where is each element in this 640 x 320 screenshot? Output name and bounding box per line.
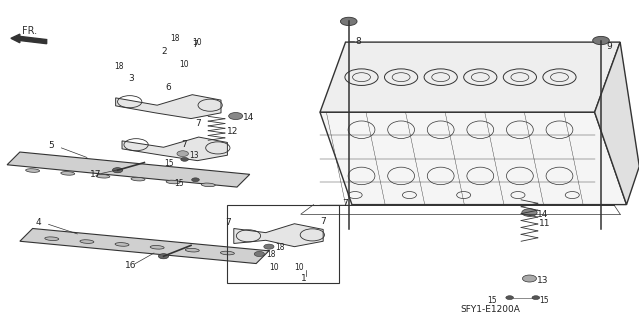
Text: 1: 1 xyxy=(301,274,307,283)
Ellipse shape xyxy=(201,183,215,187)
Text: 18: 18 xyxy=(170,35,179,44)
Ellipse shape xyxy=(115,243,129,246)
Text: 16: 16 xyxy=(125,261,137,270)
Text: 8: 8 xyxy=(355,37,361,46)
Text: 13: 13 xyxy=(537,276,548,285)
Text: 18: 18 xyxy=(115,62,124,71)
Text: 9: 9 xyxy=(606,42,612,52)
Text: 7: 7 xyxy=(195,119,201,128)
Text: 15: 15 xyxy=(487,296,497,305)
Text: 2: 2 xyxy=(161,47,166,56)
Polygon shape xyxy=(122,137,227,161)
Circle shape xyxy=(522,275,536,282)
Text: 17: 17 xyxy=(90,170,102,179)
Ellipse shape xyxy=(131,177,145,181)
Polygon shape xyxy=(20,36,47,44)
Text: 7: 7 xyxy=(320,217,326,226)
Polygon shape xyxy=(320,42,620,112)
Circle shape xyxy=(177,151,188,156)
Circle shape xyxy=(191,178,199,182)
Text: 15: 15 xyxy=(174,180,184,188)
Ellipse shape xyxy=(45,237,59,241)
Polygon shape xyxy=(7,152,250,187)
Ellipse shape xyxy=(80,240,94,244)
Ellipse shape xyxy=(186,248,199,252)
Text: 10: 10 xyxy=(179,60,189,69)
Text: 7: 7 xyxy=(180,140,186,149)
Circle shape xyxy=(593,36,609,45)
Ellipse shape xyxy=(150,245,164,249)
Text: 11: 11 xyxy=(539,219,550,228)
Polygon shape xyxy=(11,34,20,43)
Text: 10: 10 xyxy=(192,38,202,47)
Ellipse shape xyxy=(26,169,40,172)
Text: 18: 18 xyxy=(266,251,275,260)
Polygon shape xyxy=(234,224,323,247)
Polygon shape xyxy=(20,228,269,264)
Circle shape xyxy=(340,17,357,26)
Text: 18: 18 xyxy=(275,243,285,252)
Circle shape xyxy=(264,244,274,249)
Text: 4: 4 xyxy=(36,218,42,227)
Ellipse shape xyxy=(96,174,110,178)
Circle shape xyxy=(254,252,264,257)
Text: 6: 6 xyxy=(166,84,172,92)
Text: 7: 7 xyxy=(342,199,348,208)
Text: 14: 14 xyxy=(243,113,254,122)
Polygon shape xyxy=(116,95,221,119)
Circle shape xyxy=(180,157,188,161)
Circle shape xyxy=(522,209,537,216)
Text: 15: 15 xyxy=(539,296,548,305)
Ellipse shape xyxy=(61,172,75,175)
Ellipse shape xyxy=(220,251,234,255)
Circle shape xyxy=(113,168,123,173)
Text: FR.: FR. xyxy=(22,26,38,36)
Text: 15: 15 xyxy=(164,159,174,168)
Text: 13: 13 xyxy=(189,151,198,160)
Text: 7: 7 xyxy=(225,218,231,227)
Text: 5: 5 xyxy=(49,141,54,150)
Text: SFY1-E1200A: SFY1-E1200A xyxy=(461,305,520,314)
Circle shape xyxy=(506,296,513,300)
Text: 14: 14 xyxy=(537,210,548,219)
Ellipse shape xyxy=(166,180,180,184)
Circle shape xyxy=(228,113,243,120)
Text: 10: 10 xyxy=(294,263,304,272)
Polygon shape xyxy=(595,42,639,204)
Circle shape xyxy=(532,296,540,300)
Text: 3: 3 xyxy=(129,74,134,83)
Text: 12: 12 xyxy=(227,127,238,136)
Text: 10: 10 xyxy=(269,263,278,272)
Circle shape xyxy=(159,254,169,259)
Text: 7: 7 xyxy=(192,40,198,49)
Polygon shape xyxy=(320,112,627,204)
